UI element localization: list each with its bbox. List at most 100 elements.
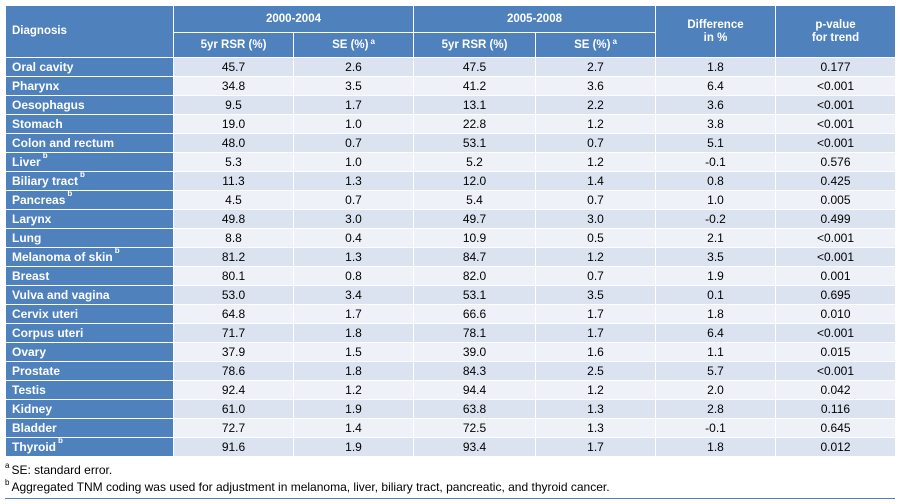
footnote-marker-b: b bbox=[42, 151, 48, 160]
cell-diff: 5.1 bbox=[655, 133, 776, 153]
cell-rsr1: 64.8 bbox=[173, 304, 294, 324]
cell-se2: 1.3 bbox=[535, 399, 656, 419]
header-row-1: Diagnosis 2000-2004 2005-2008 Difference… bbox=[5, 5, 896, 58]
row-diagnosis: Oral cavity bbox=[5, 57, 174, 77]
cell-se1: 1.4 bbox=[293, 418, 414, 438]
row-diagnosis: Testis bbox=[5, 380, 174, 400]
cell-diff: 0.1 bbox=[655, 285, 776, 305]
cell-rsr2: 5.2 bbox=[413, 152, 536, 172]
cell-p: 0.042 bbox=[775, 380, 896, 400]
cell-se2: 0.7 bbox=[535, 266, 656, 286]
cell-se2: 1.4 bbox=[535, 171, 656, 191]
header-rsr-2-label: 5yr RSR (%) bbox=[441, 38, 508, 51]
cell-rsr2: 84.7 bbox=[413, 247, 536, 267]
cell-rsr2: 53.1 bbox=[413, 285, 536, 305]
row-diagnosis: Ovary bbox=[5, 342, 174, 362]
cell-diff: 2.0 bbox=[655, 380, 776, 400]
cell-rsr2: 39.0 bbox=[413, 342, 536, 362]
diagnosis-label: Lung bbox=[12, 231, 42, 245]
row-diagnosis: Melanoma of skin b bbox=[5, 247, 174, 267]
cell-rsr1: 81.2 bbox=[173, 247, 294, 267]
table-row: Biliary tract b 11.3 1.3 12.0 1.4 0.8 0.425 bbox=[5, 171, 896, 191]
cell-diff: 2.8 bbox=[655, 399, 776, 419]
cell-diff: 6.4 bbox=[655, 323, 776, 343]
cell-p: <0.001 bbox=[775, 133, 896, 153]
header-diagnosis: Diagnosis bbox=[5, 5, 174, 58]
cell-rsr1: 71.7 bbox=[173, 323, 294, 343]
row-diagnosis: Colon and rectum bbox=[5, 133, 174, 153]
diagnosis-label: Biliary tract bbox=[12, 174, 79, 188]
cell-p: 0.005 bbox=[775, 190, 896, 210]
cell-se2: 1.3 bbox=[535, 418, 656, 438]
cell-p: <0.001 bbox=[775, 247, 896, 267]
table-row: Corpus uteri 71.7 1.8 78.1 1.7 6.4 <0.001 bbox=[5, 323, 896, 343]
row-diagnosis: Larynx bbox=[5, 209, 174, 229]
footnote-marker-a: a bbox=[370, 36, 375, 46]
table-row: Melanoma of skin b 81.2 1.3 84.7 1.2 3.5 <0.001 bbox=[5, 247, 896, 267]
cell-diff: 0.8 bbox=[655, 171, 776, 191]
diagnosis-label: Bladder bbox=[12, 421, 57, 435]
cell-rsr1: 37.9 bbox=[173, 342, 294, 362]
table-row: Stomach 19.0 1.0 22.8 1.2 3.8 <0.001 bbox=[5, 114, 896, 134]
header-se-1: SE (%) a bbox=[293, 32, 414, 58]
cell-rsr1: 78.6 bbox=[173, 361, 294, 381]
cell-p: 0.010 bbox=[775, 304, 896, 324]
cell-se2: 1.2 bbox=[535, 152, 656, 172]
cell-rsr2: 63.8 bbox=[413, 399, 536, 419]
cell-se2: 2.7 bbox=[535, 57, 656, 77]
table-row: Colon and rectum 48.0 0.7 53.1 0.7 5.1 <0.001 bbox=[5, 133, 896, 153]
diagnosis-label: Stomach bbox=[12, 117, 63, 131]
footnote-a-text: SE: standard error. bbox=[11, 463, 113, 477]
cell-se1: 0.8 bbox=[293, 266, 414, 286]
cell-se2: 3.5 bbox=[535, 285, 656, 305]
cell-rsr2: 82.0 bbox=[413, 266, 536, 286]
cell-p: 0.116 bbox=[775, 399, 896, 419]
diagnosis-label: Kidney bbox=[12, 402, 53, 416]
survival-table: Diagnosis 2000-2004 2005-2008 Difference… bbox=[5, 5, 896, 457]
diagnosis-label: Breast bbox=[12, 269, 50, 283]
cell-rsr1: 72.7 bbox=[173, 418, 294, 438]
cell-p: 0.177 bbox=[775, 57, 896, 77]
diagnosis-label: Pancreas bbox=[12, 193, 66, 207]
table-row: Prostate 78.6 1.8 84.3 2.5 5.7 <0.001 bbox=[5, 361, 896, 381]
cell-rsr1: 8.8 bbox=[173, 228, 294, 248]
cell-rsr1: 61.0 bbox=[173, 399, 294, 419]
cell-diff: 2.1 bbox=[655, 228, 776, 248]
footnote-b: b Aggregated TNM coding was used for adju… bbox=[5, 478, 895, 495]
table-row: Oral cavity 45.7 2.6 47.5 2.7 1.8 0.177 bbox=[5, 57, 896, 77]
row-diagnosis: Pharynx bbox=[5, 76, 174, 96]
footnote-b-marker: b bbox=[5, 478, 10, 487]
cell-se1: 1.3 bbox=[293, 171, 414, 191]
cell-diff: 5.7 bbox=[655, 361, 776, 381]
cell-se2: 2.2 bbox=[535, 95, 656, 115]
table-body: Oral cavity 45.7 2.6 47.5 2.7 1.8 0.177 Pharynx… bbox=[5, 57, 896, 457]
cell-diff: 1.8 bbox=[655, 304, 776, 324]
header-difference: Difference in % bbox=[655, 5, 776, 58]
cell-p: 0.425 bbox=[775, 171, 896, 191]
row-diagnosis: Thyroid b bbox=[5, 437, 174, 457]
cell-rsr1: 80.1 bbox=[173, 266, 294, 286]
cell-se1: 2.6 bbox=[293, 57, 414, 77]
diagnosis-label: Cervix uteri bbox=[12, 307, 79, 321]
cell-se1: 1.7 bbox=[293, 95, 414, 115]
cell-rsr2: 49.7 bbox=[413, 209, 536, 229]
cell-se1: 1.8 bbox=[293, 361, 414, 381]
cell-p: 0.645 bbox=[775, 418, 896, 438]
cell-se1: 1.8 bbox=[293, 323, 414, 343]
header-rsr-2: 5yr RSR (%) bbox=[413, 32, 536, 58]
row-diagnosis: Oesophagus bbox=[5, 95, 174, 115]
header-se-1-label: SE (%) bbox=[332, 38, 369, 51]
cell-se1: 3.0 bbox=[293, 209, 414, 229]
cell-se1: 0.4 bbox=[293, 228, 414, 248]
table-row: Oesophagus 9.5 1.7 13.1 2.2 3.6 <0.001 bbox=[5, 95, 896, 115]
cell-rsr2: 41.2 bbox=[413, 76, 536, 96]
diagnosis-label: Liver bbox=[12, 155, 41, 169]
header-rsr-1: 5yr RSR (%) bbox=[173, 32, 294, 58]
diagnosis-label: Prostate bbox=[12, 364, 61, 378]
row-diagnosis: Kidney bbox=[5, 399, 174, 419]
table-row: Testis 92.4 1.2 94.4 1.2 2.0 0.042 bbox=[5, 380, 896, 400]
cell-p: <0.001 bbox=[775, 323, 896, 343]
cell-rsr2: 47.5 bbox=[413, 57, 536, 77]
diagnosis-label: Melanoma of skin bbox=[12, 250, 113, 264]
cell-p: 0.499 bbox=[775, 209, 896, 229]
